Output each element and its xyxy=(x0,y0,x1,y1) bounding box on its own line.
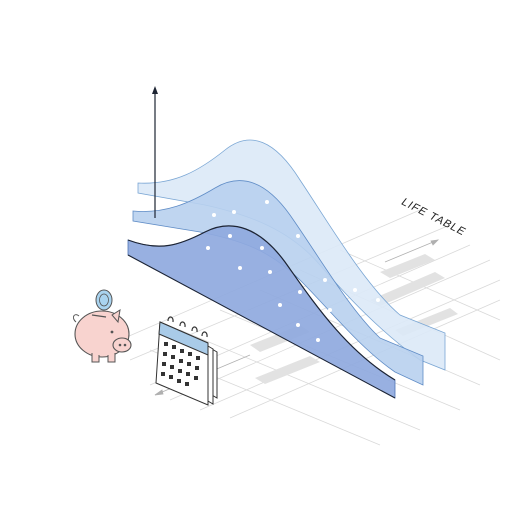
arrow-up-icon xyxy=(152,86,158,218)
piggy-bank-icon xyxy=(72,308,132,363)
data-dots xyxy=(206,200,380,342)
survival-curve xyxy=(127,225,396,381)
calendar-icon xyxy=(155,316,218,406)
coin-icon xyxy=(95,289,113,311)
front-base-line xyxy=(127,254,396,399)
